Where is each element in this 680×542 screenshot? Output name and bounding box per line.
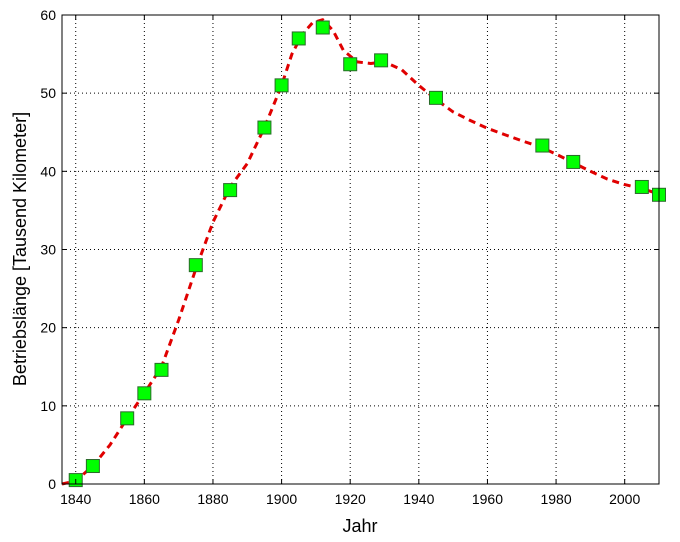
- y-tick-label: 30: [40, 242, 56, 258]
- y-tick-label: 50: [40, 85, 56, 101]
- data-point-marker: [257, 120, 272, 135]
- data-point-marker: [274, 78, 289, 93]
- data-markers: [68, 20, 666, 488]
- axis-ticks: 1840 1860 1880 1900 1920 1940 1960 1980 2000 0 10 2…: [40, 7, 659, 507]
- data-point-marker: [85, 459, 100, 474]
- x-tick-label: 1920: [335, 491, 366, 507]
- y-tick-label: 0: [48, 476, 56, 492]
- y-tick-label: 40: [40, 163, 56, 179]
- y-axis-title: Betriebslänge [Tausend Kilometer]: [10, 112, 30, 386]
- x-tick-label: 1940: [403, 491, 434, 507]
- data-point-marker: [137, 386, 152, 401]
- y-tick-label: 60: [40, 7, 56, 23]
- data-point-marker: [223, 183, 238, 198]
- x-tick-label: 1960: [472, 491, 503, 507]
- x-axis-title: Jahr: [342, 516, 377, 536]
- data-point-marker: [291, 31, 306, 46]
- data-point-marker: [374, 53, 389, 68]
- y-tick-label: 10: [40, 398, 56, 414]
- fit-line-path: [61, 18, 660, 486]
- data-point-marker: [566, 154, 581, 169]
- fit-line: [61, 18, 660, 486]
- data-point-marker: [120, 411, 135, 426]
- data-point-marker: [154, 362, 169, 377]
- data-point-marker: [535, 138, 550, 153]
- x-tick-label: 1900: [266, 491, 297, 507]
- x-tick-label: 1860: [129, 491, 160, 507]
- x-tick-label: 1880: [197, 491, 228, 507]
- x-tick-label: 1980: [540, 491, 571, 507]
- data-point-marker: [428, 90, 443, 105]
- data-point-marker: [188, 258, 203, 273]
- data-point-marker: [315, 20, 330, 35]
- y-tick-label: 20: [40, 320, 56, 336]
- x-tick-label: 1840: [60, 491, 91, 507]
- plot-background: [62, 15, 659, 484]
- x-tick-label: 2000: [609, 491, 640, 507]
- data-point-marker: [343, 57, 358, 72]
- data-point-marker: [634, 179, 649, 194]
